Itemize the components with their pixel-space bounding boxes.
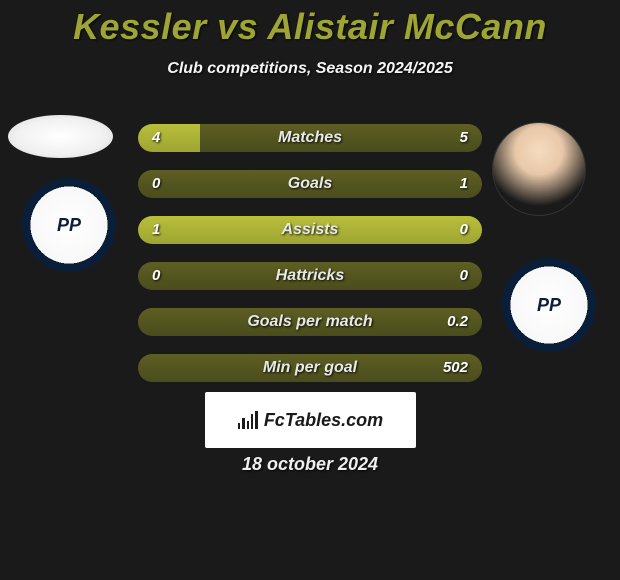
stat-value-right: 1	[460, 170, 468, 198]
stat-row-hattricks: 0 Hattricks 0	[138, 262, 482, 290]
stat-label: Assists	[138, 216, 482, 244]
stat-row-assists: 1 Assists 0	[138, 216, 482, 244]
stat-row-goals-per-match: Goals per match 0.2	[138, 308, 482, 336]
stat-row-goals: 0 Goals 1	[138, 170, 482, 198]
brand-text: FcTables.com	[264, 410, 383, 431]
stat-label: Goals	[138, 170, 482, 198]
player-right-avatar	[492, 122, 586, 216]
stat-row-min-per-goal: Min per goal 502	[138, 354, 482, 382]
stat-value-right: 0	[460, 216, 468, 244]
stat-label: Goals per match	[138, 308, 482, 336]
stat-value-right: 502	[443, 354, 468, 382]
bar-chart-icon	[238, 411, 258, 429]
stat-value-right: 0	[460, 262, 468, 290]
date-text: 18 october 2024	[0, 454, 620, 475]
subtitle: Club competitions, Season 2024/2025	[0, 60, 620, 78]
stat-value-right: 5	[460, 124, 468, 152]
player-left-club-badge: PP	[22, 178, 116, 272]
stat-value-right: 0.2	[447, 308, 468, 336]
stat-row-matches: 4 Matches 5	[138, 124, 482, 152]
stat-label: Hattricks	[138, 262, 482, 290]
stats-container: 4 Matches 5 0 Goals 1 1 Assists 0 0 Hatt…	[138, 124, 482, 400]
player-right-club-badge: PP	[502, 258, 596, 352]
page-title: Kessler vs Alistair McCann	[0, 0, 620, 48]
player-left-avatar	[8, 115, 113, 158]
stat-label: Matches	[138, 124, 482, 152]
brand-badge: FcTables.com	[205, 392, 416, 448]
stat-label: Min per goal	[138, 354, 482, 382]
